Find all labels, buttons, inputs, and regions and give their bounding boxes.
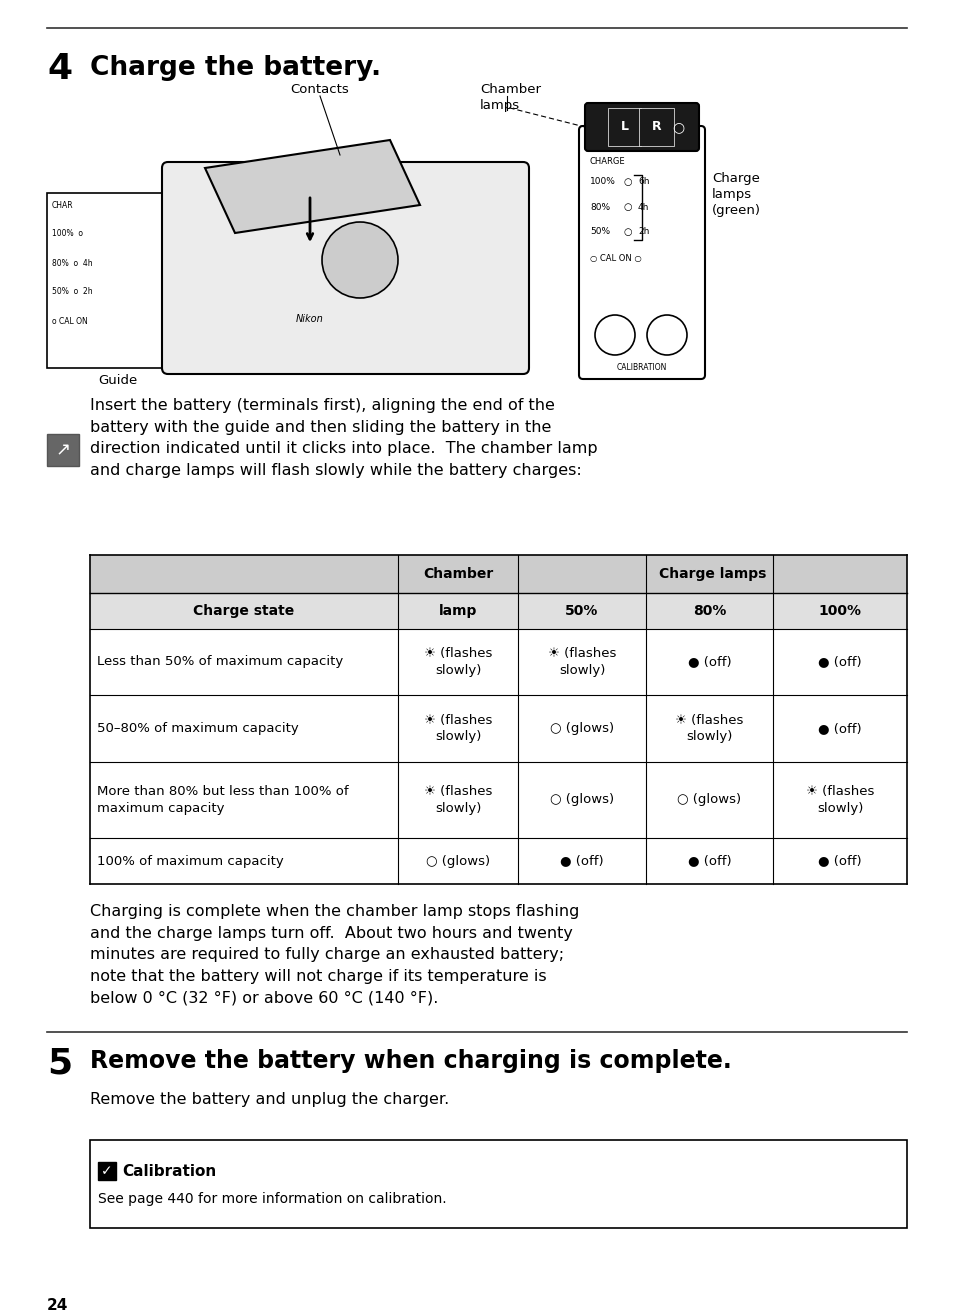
Circle shape: [322, 222, 397, 298]
Text: ○: ○: [671, 120, 683, 134]
Text: 80%  o  4h: 80% o 4h: [52, 259, 92, 268]
Text: 4: 4: [47, 53, 72, 85]
Text: ● (off): ● (off): [818, 656, 861, 669]
Text: ● (off): ● (off): [687, 656, 731, 669]
Text: 100%: 100%: [589, 177, 616, 187]
Text: Guide: Guide: [98, 374, 137, 388]
Text: ✓: ✓: [101, 1164, 112, 1177]
Text: ○ (glows): ○ (glows): [425, 854, 490, 867]
Text: 5: 5: [47, 1046, 72, 1080]
Bar: [90, 593, 906, 629]
Text: ○ CAL ON ○: ○ CAL ON ○: [589, 254, 641, 263]
Circle shape: [646, 315, 686, 355]
Text: ○ (glows): ○ (glows): [677, 794, 740, 807]
Text: ☀ (flashes
slowly): ☀ (flashes slowly): [675, 714, 743, 744]
Bar: [47, 434, 79, 466]
Text: ☀ (flashes
slowly): ☀ (flashes slowly): [423, 714, 492, 744]
Text: Nikon: Nikon: [295, 314, 323, 325]
Text: ○: ○: [623, 202, 632, 212]
Text: See page 440 for more information on calibration.: See page 440 for more information on cal…: [98, 1192, 446, 1206]
Text: Charge
lamps
(green): Charge lamps (green): [711, 172, 760, 217]
Text: lamp: lamp: [438, 604, 476, 618]
Text: CHAR: CHAR: [52, 201, 73, 209]
FancyBboxPatch shape: [162, 162, 529, 374]
Text: 6h: 6h: [638, 177, 649, 187]
Text: ○: ○: [623, 177, 632, 187]
Text: Charge the battery.: Charge the battery.: [90, 55, 381, 81]
Text: 50–80% of maximum capacity: 50–80% of maximum capacity: [97, 721, 298, 735]
Text: 100%: 100%: [818, 604, 861, 618]
Text: ● (off): ● (off): [687, 854, 731, 867]
Text: 100%  o: 100% o: [52, 230, 83, 239]
Text: 4h: 4h: [638, 202, 649, 212]
Text: o CAL ON: o CAL ON: [52, 317, 88, 326]
Bar: [47, 193, 165, 368]
Text: 50%  o  2h: 50% o 2h: [52, 288, 92, 297]
Text: 80%: 80%: [589, 202, 610, 212]
Text: R: R: [651, 121, 661, 134]
Text: 50%: 50%: [589, 227, 610, 237]
Bar: [90, 1141, 906, 1229]
Text: ☀ (flashes
slowly): ☀ (flashes slowly): [805, 786, 873, 815]
Text: 24: 24: [47, 1298, 69, 1313]
Text: ○: ○: [607, 120, 619, 134]
Text: CHARGE: CHARGE: [589, 158, 625, 167]
Text: Charging is complete when the chamber lamp stops flashing
and the charge lamps t: Charging is complete when the chamber la…: [90, 904, 578, 1005]
Text: CALIBRATION: CALIBRATION: [617, 364, 666, 372]
Text: More than 80% but less than 100% of
maximum capacity: More than 80% but less than 100% of maxi…: [97, 786, 348, 815]
Text: Contacts: Contacts: [291, 83, 349, 96]
Text: Less than 50% of maximum capacity: Less than 50% of maximum capacity: [97, 656, 343, 669]
Text: ↗: ↗: [55, 442, 71, 459]
Text: Chamber
lamps: Chamber lamps: [479, 83, 540, 112]
Bar: [90, 555, 906, 593]
Bar: [98, 1162, 116, 1180]
Text: ● (off): ● (off): [559, 854, 603, 867]
Text: ○ (glows): ○ (glows): [549, 721, 614, 735]
Text: L: L: [620, 121, 628, 134]
Text: ● (off): ● (off): [818, 854, 861, 867]
Text: ☀ (flashes
slowly): ☀ (flashes slowly): [547, 648, 616, 677]
Text: 2h: 2h: [638, 227, 649, 237]
Text: Charge lamps: Charge lamps: [659, 568, 765, 581]
Text: Insert the battery (terminals first), aligning the end of the
battery with the g: Insert the battery (terminals first), al…: [90, 398, 597, 478]
Text: 80%: 80%: [692, 604, 725, 618]
FancyBboxPatch shape: [584, 102, 699, 151]
Text: 100% of maximum capacity: 100% of maximum capacity: [97, 854, 283, 867]
Text: Calibration: Calibration: [122, 1163, 216, 1179]
Text: ○: ○: [623, 227, 632, 237]
Text: ☀ (flashes
slowly): ☀ (flashes slowly): [423, 648, 492, 677]
Text: Charge state: Charge state: [193, 604, 294, 618]
Text: 50%: 50%: [565, 604, 598, 618]
Text: Chamber: Chamber: [422, 568, 493, 581]
Polygon shape: [205, 141, 419, 233]
Text: ○ (glows): ○ (glows): [549, 794, 614, 807]
Circle shape: [595, 315, 635, 355]
Text: ☀ (flashes
slowly): ☀ (flashes slowly): [423, 786, 492, 815]
Text: ● (off): ● (off): [818, 721, 861, 735]
FancyBboxPatch shape: [578, 126, 704, 378]
Text: Remove the battery when charging is complete.: Remove the battery when charging is comp…: [90, 1049, 731, 1074]
Text: Remove the battery and unplug the charger.: Remove the battery and unplug the charge…: [90, 1092, 449, 1106]
